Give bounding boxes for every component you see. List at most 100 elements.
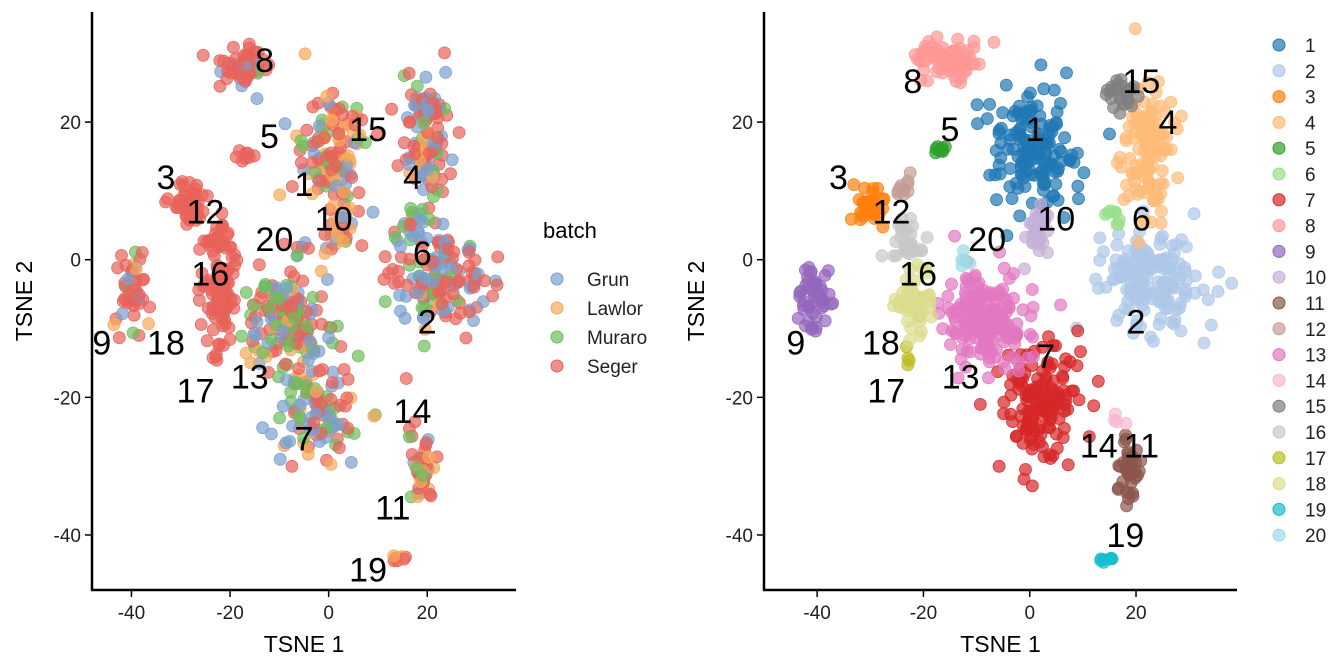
data-point [143, 300, 157, 314]
data-point [410, 79, 424, 93]
data-point [945, 277, 958, 291]
cluster-label: 11 [375, 489, 410, 527]
data-point [311, 135, 325, 149]
cluster-label: 9 [786, 324, 805, 362]
cluster-label: 1 [1026, 111, 1045, 149]
data-point [932, 47, 946, 61]
data-point [288, 311, 302, 325]
cluster-label: 4 [1158, 104, 1177, 142]
x-tick-label: -20 [910, 603, 937, 624]
data-point [309, 384, 323, 398]
data-point [813, 279, 827, 293]
data-point [452, 274, 466, 288]
legend-label: 3 [1305, 88, 1316, 109]
data-point [1164, 95, 1178, 109]
data-point [1123, 82, 1136, 96]
data-point [997, 395, 1011, 409]
data-point [262, 301, 276, 315]
data-point [875, 249, 889, 263]
data-point [895, 224, 908, 238]
data-point [1082, 430, 1096, 444]
data-point [912, 290, 926, 304]
legend-label: Muraro [587, 328, 647, 349]
data-point [441, 242, 455, 256]
data-point [1141, 146, 1154, 160]
cluster-label: 15 [1122, 63, 1160, 101]
cluster-label: 10 [315, 200, 353, 238]
data-point [1094, 554, 1108, 567]
data-point [1018, 262, 1031, 276]
data-point [922, 35, 936, 48]
data-point [423, 487, 437, 501]
legend-swatch [1272, 322, 1286, 336]
data-point [386, 263, 400, 276]
data-point [1063, 153, 1076, 167]
y-tick-label: -40 [54, 526, 81, 547]
legend-swatch [550, 272, 564, 286]
data-point [1046, 189, 1060, 203]
cluster-label: 11 [1124, 428, 1159, 466]
cluster-label: 5 [260, 118, 279, 156]
legend-label: 9 [1305, 242, 1316, 263]
data-point [1038, 178, 1051, 192]
data-point [418, 272, 432, 286]
x-tick-label: 0 [1024, 603, 1035, 624]
data-point [1160, 142, 1173, 156]
data-point [1126, 131, 1140, 145]
data-point [983, 98, 996, 111]
data-point [1025, 479, 1039, 493]
legend-swatch [1272, 477, 1286, 491]
data-point [216, 319, 230, 333]
data-point [192, 293, 206, 307]
legend-label: 16 [1305, 423, 1326, 444]
data-point [333, 398, 347, 412]
legend-label: 19 [1305, 500, 1326, 521]
data-point [1189, 269, 1202, 283]
data-point [273, 452, 287, 466]
data-point [402, 157, 416, 171]
legend-swatch [1272, 38, 1286, 52]
points-layer [791, 22, 1239, 569]
data-point [983, 355, 996, 369]
data-point [403, 252, 417, 266]
data-point [1187, 207, 1201, 221]
data-point [1061, 458, 1075, 472]
data-point [219, 302, 233, 316]
data-point [201, 301, 215, 315]
data-point [312, 174, 326, 188]
data-point [126, 326, 140, 340]
data-point [135, 246, 149, 259]
data-point [378, 250, 392, 264]
data-point [402, 430, 416, 444]
data-point [467, 280, 481, 294]
cluster-label: 20 [968, 221, 1006, 259]
data-point [954, 352, 968, 366]
data-point [312, 364, 326, 378]
data-point [341, 149, 355, 163]
x-tick-label: 20 [417, 603, 438, 624]
data-point [116, 307, 129, 321]
data-point [405, 448, 419, 461]
data-point [1091, 374, 1105, 388]
data-point [264, 333, 278, 346]
data-point [387, 549, 401, 563]
data-point [1003, 162, 1017, 175]
data-point [844, 212, 858, 226]
data-point [968, 271, 982, 284]
cluster-label: 8 [255, 42, 274, 80]
data-point [408, 415, 422, 429]
data-point [1154, 232, 1168, 245]
data-point [858, 198, 872, 212]
data-point [858, 181, 871, 195]
data-point [378, 295, 392, 309]
data-point [417, 301, 431, 315]
data-point [1032, 210, 1045, 224]
data-point [1130, 314, 1144, 328]
data-point [306, 100, 320, 114]
cluster-label: 20 [256, 221, 294, 259]
cluster-label: 18 [147, 324, 185, 362]
data-point [337, 363, 351, 376]
legend-label: 10 [1305, 268, 1326, 289]
cluster-label: 12 [873, 194, 911, 232]
